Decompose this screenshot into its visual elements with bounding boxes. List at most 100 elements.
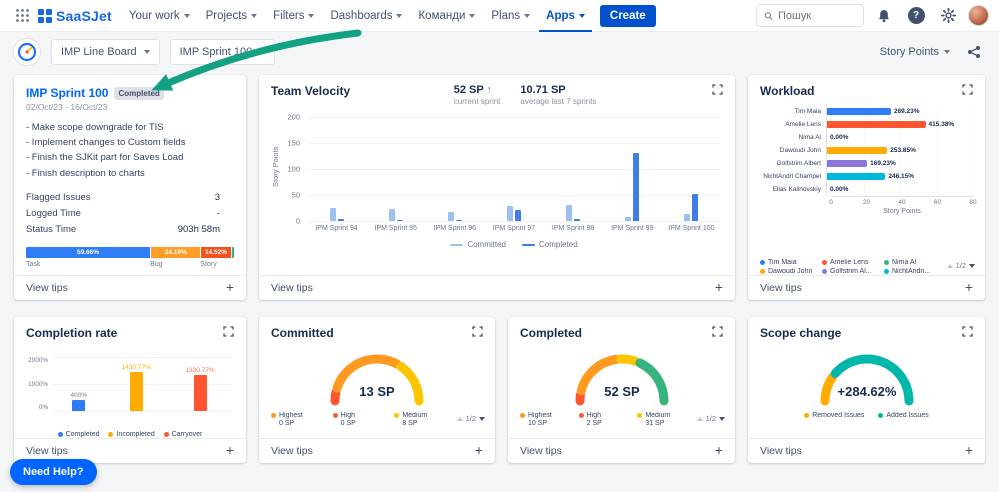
up-arrow-icon: ↑ [486, 84, 493, 96]
search-box[interactable] [756, 4, 864, 27]
board-select-dropdown[interactable]: IMP Line Board [51, 39, 160, 65]
saasjet-logo[interactable]: SaaSJet [38, 8, 112, 24]
nav-item-your-work[interactable]: Your work [122, 0, 197, 32]
legend-item[interactable]: Highest 0 SP [271, 412, 330, 427]
expand-icon[interactable] [962, 326, 973, 337]
pager-label: 1/2 [955, 261, 966, 270]
nav-item-teams[interactable]: Команди [411, 0, 482, 32]
app-switcher-icon[interactable] [10, 4, 34, 28]
pager-down-icon[interactable] [479, 416, 485, 421]
pager-up-icon[interactable] [696, 416, 703, 421]
legend-item[interactable]: High 2 SP [578, 412, 635, 427]
notifications-bell-icon[interactable] [872, 4, 896, 28]
bar-value-label: 253.85% [890, 147, 916, 154]
nav-item-dashboards[interactable]: Dashboards [323, 0, 409, 32]
gridline [863, 183, 865, 196]
view-tips-link[interactable]: View tips [271, 282, 313, 294]
expand-icon[interactable] [962, 84, 973, 95]
nav-item-filters[interactable]: Filters [266, 0, 321, 32]
view-tips-link[interactable]: View tips [520, 445, 562, 457]
legend-item[interactable]: Completed [57, 431, 99, 438]
legend-item[interactable]: Committed [450, 240, 506, 249]
legend-pager[interactable]: 1/2 [456, 414, 485, 423]
legend-item[interactable]: Completed [522, 240, 578, 249]
bar-track: 169.23% [826, 157, 974, 170]
legend-label: Added Issues [886, 412, 929, 419]
pager-down-icon[interactable] [719, 416, 725, 421]
view-tips-link[interactable]: View tips [760, 445, 802, 457]
bar-value-label: 246.15% [888, 173, 915, 180]
legend-item[interactable]: Medium 8 SP [394, 412, 453, 427]
legend-item[interactable]: Nima Al [884, 259, 943, 266]
legend-item[interactable]: Amelie Lens [822, 259, 881, 266]
chevron-down-icon [308, 13, 315, 18]
view-tips-link[interactable]: View tips [26, 282, 68, 294]
chevron-down-icon [143, 50, 150, 54]
chevron-down-icon [251, 13, 258, 18]
expand-icon[interactable] [712, 84, 723, 95]
add-icon[interactable]: + [225, 442, 234, 459]
add-icon[interactable]: + [964, 279, 973, 296]
card-title: Completed [520, 326, 583, 340]
legend-item[interactable]: Removed Issues [804, 412, 864, 419]
nav-item-plans[interactable]: Plans [484, 0, 537, 32]
settings-gear-icon[interactable] [936, 4, 960, 28]
saasjet-logo-icon [38, 8, 52, 23]
nav-item-projects[interactable]: Projects [199, 0, 265, 32]
legend-item[interactable]: Carryover [163, 431, 202, 438]
legend-dot [332, 413, 338, 418]
legend-label: Incompleted [116, 431, 155, 438]
x-tick-label: 40 [898, 199, 906, 206]
view-tips-link[interactable]: View tips [760, 282, 802, 294]
expand-icon[interactable] [223, 326, 234, 337]
saasjet-logo-text: SaaSJet [56, 7, 112, 24]
legend-item[interactable]: Incompleted [108, 431, 155, 438]
legend-item[interactable]: High 0 SP [332, 412, 392, 427]
legend-item[interactable]: NichtAndri... [884, 268, 943, 275]
sprint-summary-card: IMP Sprint 100 Completed 02/Oct/23 - 16/… [14, 75, 246, 300]
user-avatar[interactable] [968, 5, 989, 26]
create-button[interactable]: Create [599, 4, 656, 27]
add-icon[interactable]: + [714, 279, 723, 296]
sprint-app-logo-icon [13, 38, 41, 66]
view-tips-link[interactable]: View tips [26, 445, 68, 457]
legend-item[interactable]: Medium 31 SP [637, 412, 693, 427]
legend-pager[interactable]: 1/2 [696, 414, 725, 423]
search-input[interactable] [778, 9, 856, 22]
sprint-select-dropdown[interactable]: IMP Sprint 100 [169, 39, 276, 65]
issue-type-label: Bug [150, 260, 163, 268]
bar-group: 1330.77% [185, 357, 215, 411]
nav-item-apps[interactable]: Apps [539, 0, 592, 32]
pager-up-icon[interactable] [946, 263, 953, 268]
metric-select-dropdown[interactable]: Story Points [880, 46, 950, 58]
add-icon[interactable]: + [225, 279, 234, 296]
legend-item[interactable]: Dawoudi John [760, 268, 819, 275]
legend-label: High [586, 412, 602, 419]
sprint-goal: - Make scope downgrade for TIS [26, 122, 164, 133]
bar [827, 121, 926, 128]
sprint-title[interactable]: IMP Sprint 100 [26, 86, 109, 100]
pager-label: 1/2 [465, 414, 476, 423]
legend-item[interactable]: Highest 10 SP [520, 412, 576, 427]
gauge-segment [634, 358, 668, 406]
y-axis-labels: 2000% 1000% 0% [28, 357, 53, 411]
add-icon[interactable]: + [964, 442, 973, 459]
share-icon[interactable] [962, 40, 986, 64]
team-velocity-chart: Story Points 200 150 100 50 0 IPM Sprint 94 I… [259, 109, 735, 275]
legend-pager[interactable]: 1/2 [946, 261, 975, 270]
legend-label: High [340, 412, 356, 419]
legend-item[interactable]: Golfstrim Al... [822, 268, 881, 275]
pager-down-icon[interactable] [969, 263, 975, 268]
chevron-down-icon [578, 13, 585, 18]
legend-item[interactable]: Tim Maia [760, 259, 819, 266]
gridline [936, 157, 938, 170]
add-icon[interactable]: + [474, 442, 483, 459]
legend-item[interactable]: Added Issues [878, 412, 929, 419]
pager-up-icon[interactable] [456, 416, 463, 421]
expand-icon[interactable] [712, 326, 723, 337]
add-icon[interactable]: + [714, 442, 723, 459]
need-help-button[interactable]: Need Help? [10, 459, 97, 485]
view-tips-link[interactable]: View tips [271, 445, 313, 457]
expand-icon[interactable] [472, 326, 483, 337]
help-icon[interactable]: ? [904, 4, 928, 28]
